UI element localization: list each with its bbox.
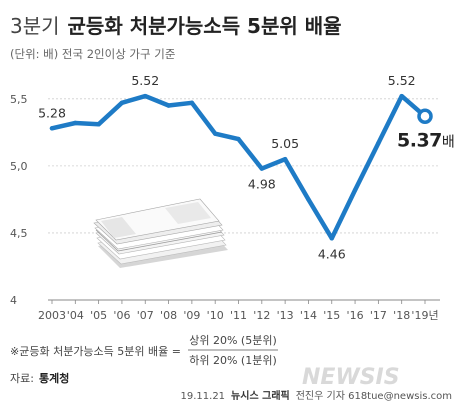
data-point bbox=[282, 156, 288, 162]
source-line: 자료: 통계청 bbox=[10, 371, 69, 385]
data-point bbox=[73, 120, 78, 126]
x-tick-label: '14 bbox=[300, 309, 317, 322]
final-data-point bbox=[417, 108, 433, 125]
data-point bbox=[143, 93, 148, 99]
x-tick-label: '06 bbox=[113, 309, 130, 322]
chart-title: 3분기 균등화 처분가능소득 5분위 배율 bbox=[10, 14, 342, 38]
x-tick-label: '07 bbox=[137, 309, 154, 322]
x-tick-label: '12 bbox=[253, 309, 270, 322]
data-point bbox=[119, 100, 125, 106]
data-label: 4.46 bbox=[318, 246, 346, 261]
chart-subtitle: (단위: 배) 전국 2인이상 가구 기준 bbox=[10, 47, 175, 61]
x-tick-label: '10 bbox=[207, 309, 224, 322]
data-labels: 5.28 5.52 4.98 5.05 4.46 5.52 bbox=[38, 73, 416, 261]
data-point bbox=[376, 140, 381, 146]
data-point bbox=[96, 122, 101, 127]
x-axis-ticks: 2003'04 '05 '06 '07 '08 '09 '10 '11 '12 '13 '14 '15… bbox=[38, 300, 439, 322]
data-point bbox=[352, 187, 358, 193]
data-point bbox=[329, 236, 334, 241]
data-point bbox=[399, 93, 404, 99]
footnote-denominator: 하위 20% (1분위) bbox=[189, 353, 277, 367]
data-label: 5.05 bbox=[271, 136, 299, 151]
data-point bbox=[166, 103, 171, 108]
x-tick-label: '15 bbox=[323, 309, 340, 322]
final-value-label: 5.37배 bbox=[397, 129, 455, 151]
x-tick-label: '11 bbox=[230, 309, 247, 322]
series-layer bbox=[49, 93, 433, 241]
credit-line: 19.11.21 뉴시스 그래픽 전진우 기자 618tue@newsis.com bbox=[181, 389, 452, 402]
data-label: 5.28 bbox=[38, 105, 66, 120]
data-point bbox=[189, 100, 195, 106]
data-point bbox=[306, 197, 311, 202]
footnote-formula-prefix: ※균등화 처분가능소득 5분위 배율 = bbox=[10, 345, 181, 358]
data-label: 5.52 bbox=[131, 73, 159, 88]
data-point bbox=[236, 136, 241, 142]
y-tick-label: 4 bbox=[10, 294, 17, 307]
y-tick-label: 4,5 bbox=[10, 227, 28, 240]
data-point bbox=[49, 126, 55, 131]
y-tick-label: 5,0 bbox=[10, 160, 28, 173]
x-tick-label: '04 bbox=[67, 309, 84, 322]
y-axis-ticks: 4 4,5 5,0 5,5 bbox=[10, 93, 28, 307]
x-tick-label: '13 bbox=[277, 309, 294, 322]
y-tick-label: 5,5 bbox=[10, 93, 28, 106]
newsis-logo: NEWSIS bbox=[302, 365, 400, 390]
x-tick-label: '05 bbox=[90, 309, 107, 322]
x-tick-label: '19년 bbox=[411, 309, 438, 322]
x-tick-label: '16 bbox=[347, 309, 364, 322]
x-tick-label: '08 bbox=[160, 309, 177, 322]
series-line bbox=[49, 93, 428, 241]
data-point bbox=[212, 131, 218, 136]
banknote-stack-illustration bbox=[93, 198, 228, 268]
data-label: 4.98 bbox=[248, 177, 276, 192]
x-tick-label: '18 bbox=[393, 309, 410, 322]
x-tick-label: 2003 bbox=[38, 309, 66, 322]
x-tick-label: '17 bbox=[370, 309, 387, 322]
x-tick-label: '09 bbox=[183, 309, 200, 322]
data-point bbox=[259, 166, 265, 171]
footnote-numerator: 상위 20% (5분위) bbox=[189, 334, 277, 347]
data-label: 5.52 bbox=[388, 73, 416, 88]
